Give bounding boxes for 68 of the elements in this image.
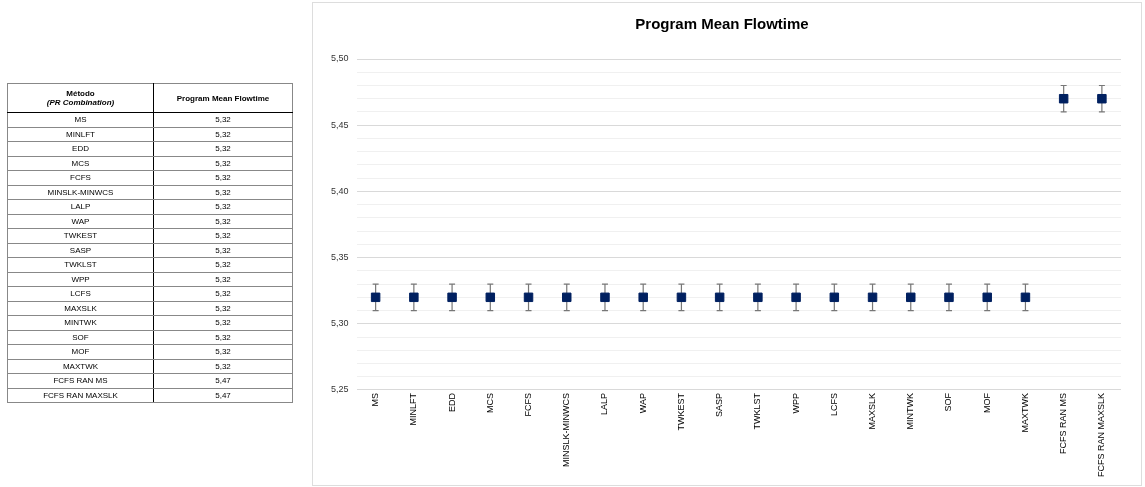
text: 5,32 [153,257,293,272]
x-tick-label: LCFS [828,392,839,416]
text: TWKEST [7,228,154,243]
text: 5,32 [153,141,293,156]
x-tick-label: TWKEST [675,392,686,431]
x-tick-label: MAXSLK [867,392,878,430]
text: MCS [7,156,154,171]
x-tick-label: SOF [943,392,954,412]
text: LALP [7,199,154,214]
y-tick-label: 5,30 [330,318,349,329]
text: 5,32 [153,156,293,171]
x-tick-label: MINLFT [408,392,419,426]
text: 5,32 [153,243,293,258]
x-tick-label: MINSLK-MINWCS [561,392,572,467]
text: SASP [7,243,154,258]
chart-title: Program Mean Flowtime [635,15,809,33]
text: (PR Combination) [46,98,115,107]
x-tick-label: FCFS RAN MAXSLK [1096,392,1107,477]
text: FCFS RAN MS [7,373,154,388]
text: MOF [7,344,154,359]
text: MAXSLK [7,301,154,316]
text: EDD [7,141,154,156]
x-tick-label: LALP [599,392,610,416]
text: 5,47 [153,373,293,388]
x-tick-label: FCFS RAN MS [1058,392,1069,454]
x-tick-label: MS [370,392,381,407]
x-tick-label: EDD [446,392,457,412]
y-tick-label: 5,40 [330,185,349,196]
text: 5,32 [153,112,293,127]
text: FCFS [7,170,154,185]
text: 5,32 [153,127,293,142]
y-tick-label: 5,25 [330,384,349,395]
x-tick-label: TWKLST [752,392,763,430]
x-tick-label: MINTWK [905,392,916,430]
x-tick-label: MOF [981,392,992,413]
x-tick-label: WAP [637,392,648,414]
text: Program Mean Flowtime [153,83,293,113]
text: 5,32 [153,272,293,287]
text: 5,32 [153,344,293,359]
text: 5,32 [153,301,293,316]
text: 5,32 [153,185,293,200]
text: 5,47 [153,388,293,403]
text: 5,32 [153,315,293,330]
text: 5,32 [153,199,293,214]
y-tick-label: 5,35 [330,252,349,263]
x-tick-label: MCS [484,392,495,413]
text: MAXTWK [7,359,154,374]
text: LCFS [7,286,154,301]
text: WPP [7,272,154,287]
x-tick-label: FCFS [523,392,534,417]
text: WAP [7,214,154,229]
text: MINSLK-MINWCS [7,185,154,200]
x-tick-label: MAXTWK [1019,392,1030,433]
text: SOF [7,330,154,345]
text: TWKLST [7,257,154,272]
text: MS [7,112,154,127]
y-tick-label: 5,50 [330,53,349,64]
text: 5,32 [153,359,293,374]
x-tick-label: SASP [714,392,725,417]
x-tick-label: WPP [790,392,801,414]
text: 5,32 [153,228,293,243]
text: 5,32 [153,214,293,229]
text: MINLFT [7,127,154,142]
text: 5,32 [153,330,293,345]
text: 5,32 [153,286,293,301]
text: MINTWK [7,315,154,330]
y-tick-label: 5,45 [330,119,349,130]
text: 5,32 [153,170,293,185]
